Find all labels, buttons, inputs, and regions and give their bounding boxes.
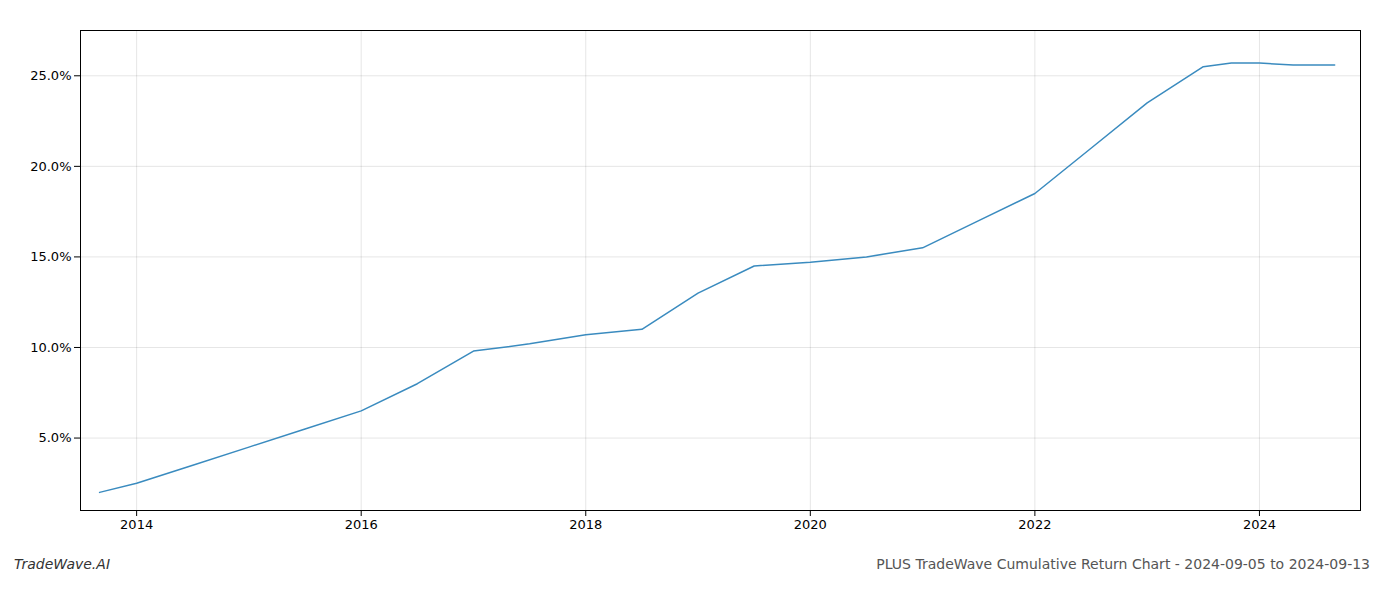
svg-text:2022: 2022 — [1018, 517, 1051, 532]
svg-text:2024: 2024 — [1243, 517, 1276, 532]
svg-text:2016: 2016 — [345, 517, 378, 532]
html-text:TradeWave.AI: TradeWave.AI — [14, 556, 110, 572]
svg-text:20.0%: 20.0% — [30, 159, 71, 174]
svg-text:25.0%: 25.0% — [30, 68, 71, 83]
svg-text:10.0%: 10.0% — [30, 340, 71, 355]
svg-text:5.0%: 5.0% — [38, 430, 71, 445]
svg-text:2020: 2020 — [794, 517, 827, 532]
svg-text:2014: 2014 — [120, 517, 153, 532]
html-text:PLUS TradeWave Cumulative Retu: PLUS TradeWave Cumulative Return Chart -… — [876, 556, 1370, 572]
svg-text:2018: 2018 — [569, 517, 602, 532]
svg-text:15.0%: 15.0% — [30, 249, 71, 264]
